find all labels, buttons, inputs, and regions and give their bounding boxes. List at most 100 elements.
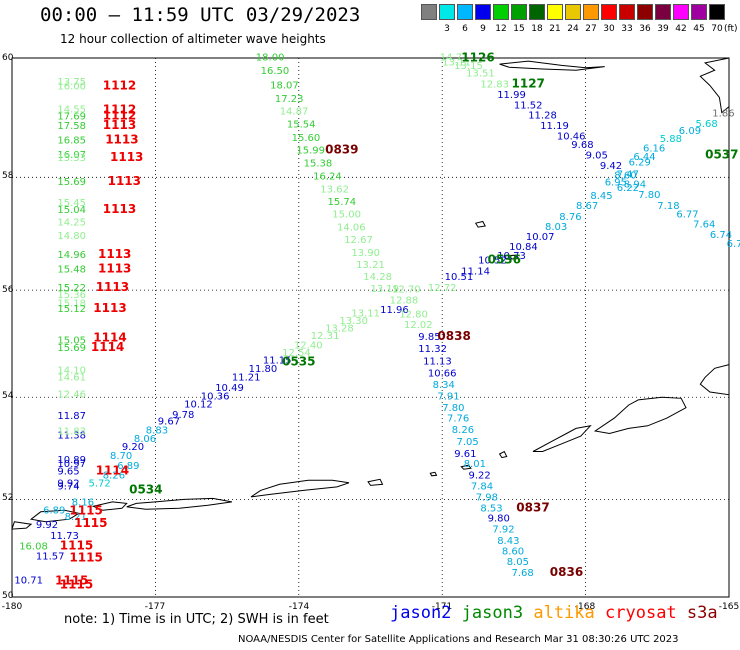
wave-height-value: 7.68	[512, 568, 534, 579]
wave-height-value: 9.78	[172, 410, 194, 421]
wave-height-value: 8.60	[614, 171, 636, 182]
wave-height-value: 16.08	[19, 542, 48, 553]
lat-label: 50	[2, 591, 14, 601]
wave-height-value: 11.80	[249, 364, 278, 375]
coastline-yunaska-island	[460, 464, 472, 470]
wave-height-value: 13.19	[371, 284, 400, 295]
wave-height-value: 11.32	[418, 344, 447, 355]
wave-height-value: 7.47	[617, 169, 639, 180]
track-time-label: 0838	[437, 329, 470, 343]
lon-label: -168	[574, 602, 596, 612]
legend-bin-label: 36	[639, 24, 651, 34]
track-time-label: 1113	[98, 262, 131, 276]
wave-height-value: 8.43	[497, 536, 519, 547]
wave-height-value: 5.72	[89, 478, 111, 489]
wave-height-value: 6.22	[617, 183, 639, 194]
wave-height-value: 11.28	[528, 111, 557, 122]
wave-height-value: 8.53	[480, 503, 502, 514]
track-time-label: 1113	[108, 174, 141, 188]
wave-height-value: 13.62	[320, 184, 349, 195]
track-time-labels: 1112111211121113111311131113111311131113…	[55, 51, 739, 592]
wave-height-value: 14.10	[57, 366, 86, 377]
wave-height-value: 11.73	[50, 531, 79, 542]
wave-height-value: 12.70	[392, 284, 421, 295]
wave-height-value: 6.44	[633, 152, 655, 163]
lat-label: 56	[2, 285, 14, 295]
wave-height-value: 16.07	[57, 150, 86, 161]
lat-label: 52	[2, 493, 14, 503]
coastlines	[11, 57, 730, 530]
wave-height-value: 15.36	[57, 290, 86, 301]
wave-height-value: 7.98	[476, 492, 498, 503]
wave-height-value: 6.89	[117, 461, 139, 472]
wave-height-value: 15.60	[292, 133, 321, 144]
wave-height-value: 14.71	[440, 53, 469, 64]
track-time-label: 1126	[461, 51, 494, 65]
track-time-label: 1114	[91, 340, 124, 354]
wave-height-value: 13.28	[325, 324, 354, 335]
wave-height-value: 16.50	[261, 66, 290, 77]
track-time-label: 1115	[74, 516, 107, 530]
track-time-label: 0537	[705, 148, 738, 162]
track-time-label: 1113	[105, 132, 138, 146]
wave-height-value: 11.21	[232, 373, 261, 384]
wave-height-value: 8.34	[433, 380, 455, 391]
coastline-amchitka-island	[11, 521, 33, 530]
wave-height-value: 10.12	[184, 400, 213, 411]
wave-height-value: 12.31	[311, 331, 340, 342]
wave-height-value: 17.69	[57, 112, 86, 123]
legend-swatch	[691, 4, 707, 20]
wave-height-value: 15.04	[57, 205, 86, 216]
wave-height-value: 5.68	[696, 119, 718, 130]
coastline-unalaska-island	[593, 396, 687, 435]
footnote: note: 1) Time is in UTC; 2) SWH is in fe…	[64, 612, 329, 627]
coastline-islands-of-four-mountains	[498, 450, 508, 459]
wave-height-value: 15.00	[332, 210, 361, 221]
track-time-label: 1113	[96, 280, 129, 294]
wave-height-value: 10.84	[509, 242, 538, 253]
wave-height-value: 11.96	[380, 305, 409, 316]
coastline-unimak-island	[699, 363, 730, 396]
wave-height-value: 10.52	[478, 256, 507, 267]
wave-height-value: 9.92	[57, 478, 79, 489]
wave-height-value: 7.64	[693, 220, 715, 231]
credit-footer: NOAA/NESDIS Center for Satellite Applica…	[238, 634, 679, 645]
wave-height-value: 11.83	[57, 427, 86, 438]
wave-height-value: 11.15	[263, 356, 292, 367]
wave-height-value: 11.19	[540, 121, 569, 132]
legend-swatch	[601, 4, 617, 20]
legend-swatch	[673, 4, 689, 20]
wave-height-value: 9.65	[57, 466, 79, 477]
wave-height-value: 6.7	[727, 239, 740, 250]
page-subtitle: 12 hour collection of altimeter wave hei…	[60, 32, 326, 46]
wave-height-value: 8.76	[559, 212, 581, 223]
wave-height-value: 15.54	[287, 119, 316, 130]
track-time-label: 0837	[516, 500, 549, 514]
coastline-delarof-rat-islands	[29, 509, 81, 523]
wave-height-value: 15.38	[304, 158, 333, 169]
wave-height-value: 14.55	[57, 105, 86, 116]
legend-swatch	[637, 4, 653, 20]
wave-height-value: 7.18	[657, 201, 679, 212]
wave-height-value: 12.02	[404, 320, 433, 331]
wave-height-value: 10.71	[14, 576, 43, 587]
satellite-s3a: s3a	[686, 603, 718, 623]
wave-height-value: 10.49	[215, 383, 244, 394]
coastline-st-lawrence-island	[499, 60, 605, 71]
wave-height-value: 6.74	[710, 230, 732, 241]
wave-height-value: 8.60	[502, 547, 524, 558]
wave-height-value: 6.29	[629, 158, 651, 169]
wave-height-value: 9.68	[571, 140, 593, 151]
legend-swatch	[511, 4, 527, 20]
legend-bin-label: 70	[711, 24, 723, 34]
wave-height-value: 9.80	[488, 514, 510, 525]
coastline-seguam-island	[367, 478, 384, 486]
wave-height-value: 8.21	[65, 512, 87, 523]
track-time-label: 1112	[103, 103, 136, 117]
legend-bin-label: 27	[585, 24, 597, 34]
lon-label: -177	[144, 602, 166, 612]
track-time-label: 0535	[282, 355, 315, 369]
legend-bin-label: 30	[603, 24, 615, 34]
wave-height-value: 12.46	[57, 389, 86, 400]
wave-height-value: 8.67	[576, 201, 598, 212]
